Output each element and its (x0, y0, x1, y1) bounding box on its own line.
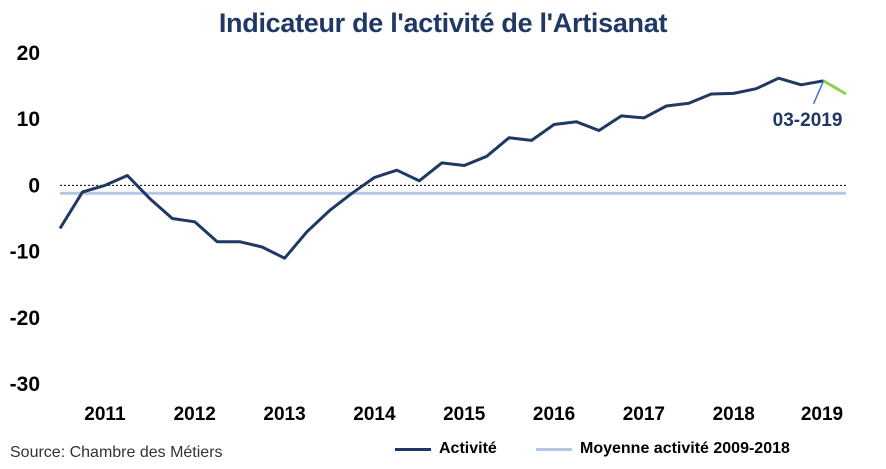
y-tick-label: -20 (10, 307, 40, 330)
x-tick-label: 2012 (174, 404, 216, 425)
annotation-leader-line (812, 80, 825, 105)
x-axis-ticks: 2011 2012 2013 2014 2015 2016 2017 2018 2019 (84, 404, 843, 425)
x-tick-label: 2013 (263, 404, 305, 425)
chart-title: Indicateur de l'activité de l'Artisanat (218, 8, 668, 38)
x-tick-label: 2011 (84, 404, 126, 425)
legend-label-activite: Activité (439, 440, 497, 457)
x-tick-label: 2014 (353, 404, 396, 425)
y-tick-label: 20 (17, 42, 40, 65)
x-tick-label: 2018 (713, 404, 755, 425)
y-tick-label: 0 (28, 174, 40, 197)
y-tick-label: -30 (10, 373, 40, 396)
x-tick-label: 2016 (533, 404, 575, 425)
legend-item-moyenne: Moyenne activité 2009-2018 (536, 440, 790, 458)
legend-swatch-activite (395, 447, 431, 451)
forecast-segment-line (822, 79, 847, 96)
legend-swatch-moyenne (536, 447, 572, 451)
x-tick-label: 2017 (623, 404, 665, 425)
legend-label-moyenne: Moyenne activité 2009-2018 (580, 440, 790, 457)
y-tick-label: -10 (10, 241, 40, 264)
annotation-label: 03-2019 (773, 110, 843, 131)
legend-item-activite: Activité (395, 440, 497, 458)
x-tick-label: 2015 (443, 404, 486, 425)
y-axis-ticks: 20 10 0 -10 -20 -30 (10, 42, 40, 396)
y-tick-label: 10 (17, 108, 40, 131)
source-note: Source: Chambre des Métiers (10, 444, 223, 461)
series-line-activite (58, 76, 824, 260)
x-tick-label: 2019 (801, 404, 843, 425)
